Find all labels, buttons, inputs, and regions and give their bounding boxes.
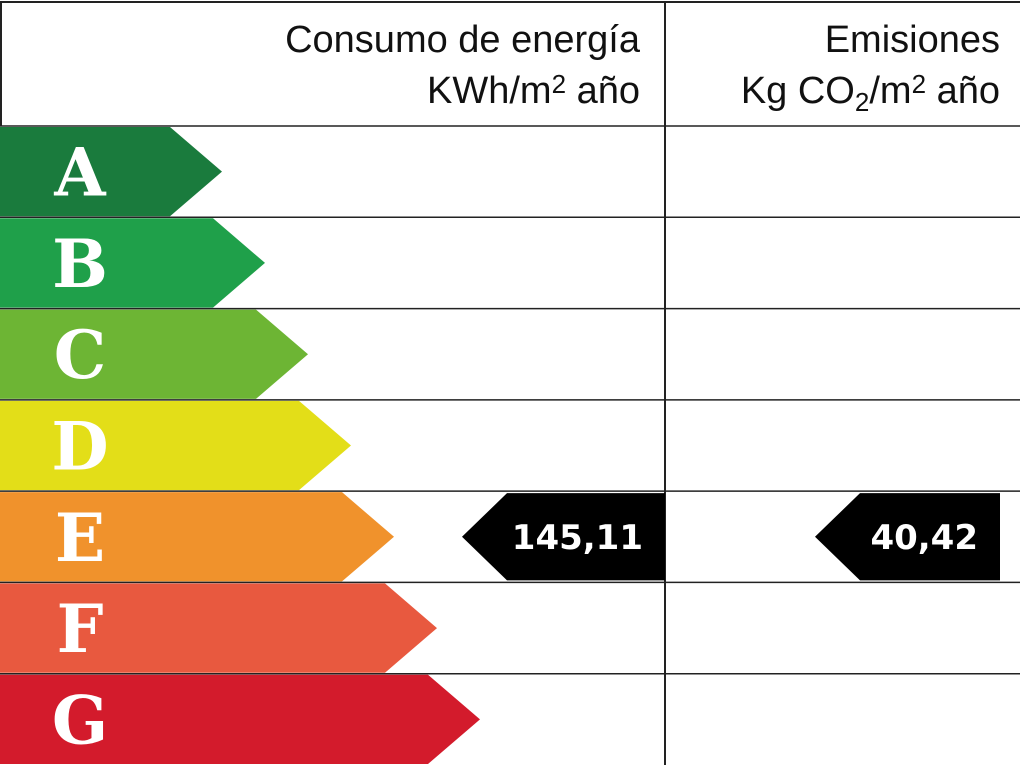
unit-sub: 2 (855, 87, 869, 117)
unit-sup: 2 (912, 69, 926, 99)
rating-arrow (0, 492, 394, 582)
rating-letter: A (53, 134, 106, 212)
value-arrow (815, 493, 1000, 581)
unit-text: KWh/m (427, 70, 552, 112)
energy-unit: KWh/m2 año (427, 69, 640, 112)
rating-letter: G (52, 681, 108, 759)
rating-arrow (0, 309, 308, 399)
emissions-title: Emisiones (825, 19, 1000, 61)
energy-title: Consumo de energía (285, 19, 641, 61)
rating-letter: E (55, 499, 105, 577)
unit-sup: 2 (552, 69, 566, 99)
unit-text: año (566, 70, 640, 112)
rating-arrow (0, 127, 222, 217)
unit-text: /m (869, 70, 911, 112)
unit-text: año (926, 70, 1000, 112)
unit-text: Kg CO (741, 70, 855, 112)
rating-letter: B (52, 225, 108, 303)
value-text: 145,11 (512, 518, 643, 558)
rating-arrow (0, 400, 351, 491)
rating-arrow (0, 583, 437, 673)
value-text: 40,42 (870, 518, 978, 558)
rating-arrow (0, 674, 480, 764)
value-arrow (462, 493, 665, 581)
emissions-unit: Kg CO2/m2 año (741, 69, 1000, 117)
rating-letter: D (51, 408, 108, 486)
rating-letter: F (57, 590, 104, 668)
rating-arrow (0, 218, 265, 308)
rating-letter: C (54, 316, 107, 394)
